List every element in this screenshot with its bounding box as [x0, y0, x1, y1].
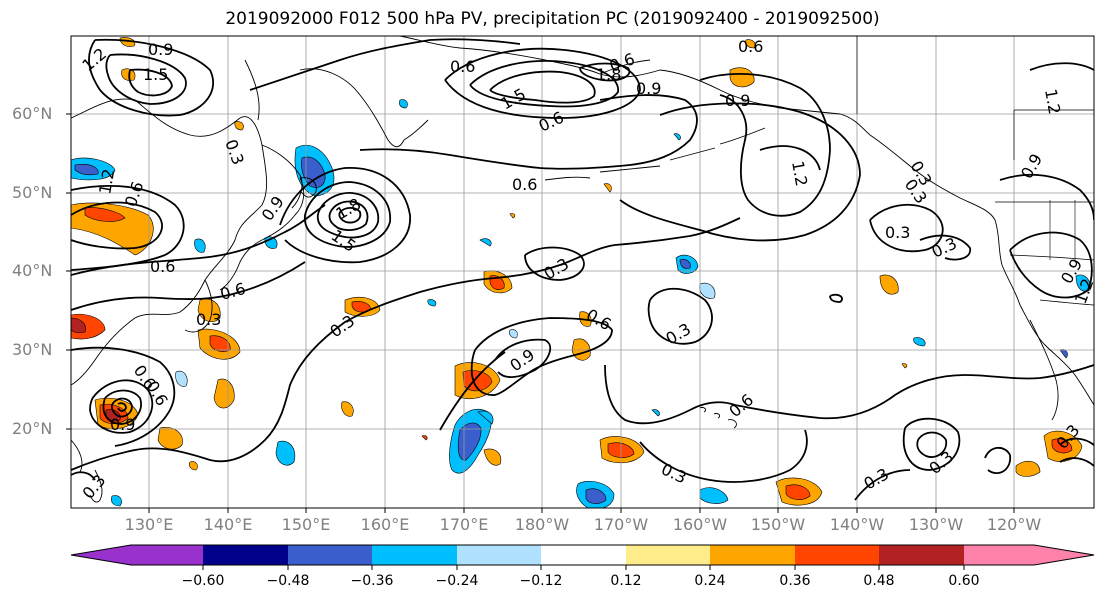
axis-ticks — [66, 113, 1015, 513]
lon-label: 150°W — [750, 515, 806, 534]
lon-label: 150°E — [281, 515, 331, 534]
lon-label: 160°E — [360, 515, 410, 534]
lon-label: 180°W — [514, 515, 570, 534]
colorbar-segment — [541, 545, 626, 565]
lon-label: 170°E — [439, 515, 489, 534]
map-background — [71, 36, 1094, 508]
contour-label: 0.6 — [450, 57, 475, 76]
colorbar — [70, 544, 1095, 570]
contour-label: 1.2 — [1041, 87, 1064, 115]
contour-label: 1.2 — [95, 167, 118, 195]
lon-label: 160°W — [672, 515, 728, 534]
colorbar-tick-label: −0.60 — [181, 573, 225, 589]
colorbar-tick-label: −0.12 — [519, 573, 563, 589]
colorbar-segment — [71, 545, 131, 565]
contour-label: 0.3 — [885, 223, 910, 242]
pv-contours — [71, 38, 1094, 501]
map-title: 2019092000 F012 500 hPa PV, precipitatio… — [225, 9, 880, 29]
lat-label: 60°N — [12, 104, 53, 123]
colorbar-tick-label: 0.60 — [948, 573, 980, 589]
colorbar-tick-label: −0.48 — [266, 573, 310, 589]
contour-label: 0.6 — [738, 37, 763, 56]
lon-label: 140°E — [203, 515, 253, 534]
precipitation-shading — [71, 37, 1091, 508]
contour-label: 1.2 — [1071, 276, 1098, 306]
colorbar-segment — [964, 545, 1034, 565]
map-frame — [70, 35, 1095, 509]
colorbar-outline — [70, 544, 1095, 566]
graticule — [71, 36, 1094, 508]
colorbar-segment — [131, 545, 203, 565]
colorbar-tick-label: −0.36 — [350, 573, 394, 589]
contour-label: 0.3 — [196, 310, 221, 329]
contour-label: 1.5 — [143, 65, 168, 84]
colorbar-segment — [288, 545, 372, 565]
contour-label: 0.9 — [636, 79, 661, 98]
colorbar-tick-label: 0.24 — [694, 573, 726, 589]
lon-label: 170°W — [593, 515, 649, 534]
colorbar-segment — [710, 545, 795, 565]
contour-label: 0.9 — [110, 415, 135, 434]
colorbar-segment — [372, 545, 457, 565]
lon-label: 130°W — [908, 515, 964, 534]
colorbar-segment — [795, 545, 879, 565]
contour-label: 1.2 — [788, 159, 811, 187]
contour-label: 0.9 — [148, 40, 173, 59]
lat-label: 20°N — [12, 419, 53, 438]
colorbar-tick-label: 0.12 — [610, 573, 642, 589]
lon-label: 120°W — [986, 515, 1042, 534]
lat-label: 50°N — [12, 183, 53, 202]
contour-label: 0.6 — [150, 257, 175, 276]
colorbar-segment — [879, 545, 964, 565]
lon-label: 130°E — [124, 515, 174, 534]
lat-label: 40°N — [12, 261, 53, 280]
contour-label: 0.9 — [725, 91, 750, 110]
colorbar-tick-label: 0.36 — [779, 573, 811, 589]
contour-label: 0.6 — [512, 175, 537, 194]
colorbar-segment — [457, 545, 541, 565]
colorbar-tick-label: −0.24 — [435, 573, 479, 589]
colorbar-segment — [203, 545, 288, 565]
contour-label: 1.8 — [596, 65, 621, 84]
coastlines — [71, 36, 1094, 503]
lat-label: 30°N — [12, 340, 53, 359]
colorbar-tick-label: 0.48 — [863, 573, 895, 589]
colorbar-segment — [626, 545, 710, 565]
colorbar-segment — [1034, 545, 1094, 565]
lon-label: 140°W — [829, 515, 885, 534]
